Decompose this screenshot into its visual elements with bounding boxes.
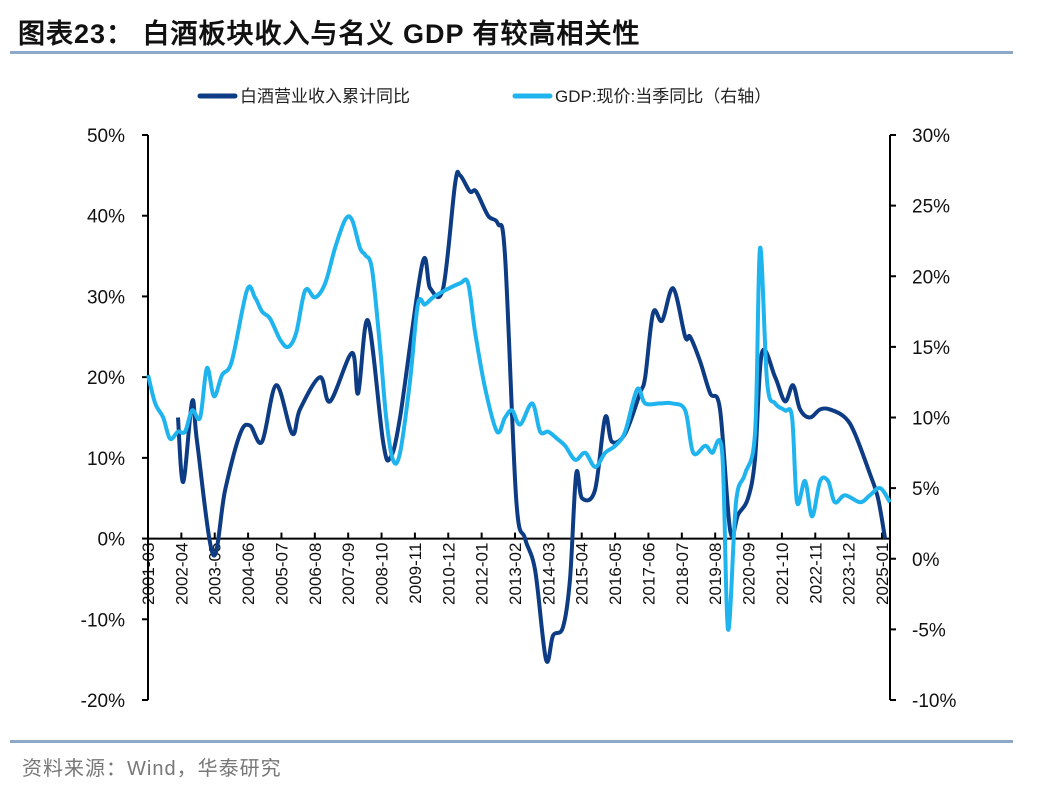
- footer-divider: [10, 740, 1013, 743]
- x-tick-label: 2014-03: [539, 543, 558, 605]
- legend-label: 白酒营业收入累计同比: [240, 87, 410, 106]
- x-tick-label: 2006-08: [306, 543, 325, 605]
- right-tick-label: -5%: [912, 620, 946, 641]
- left-tick-label: 50%: [87, 126, 125, 147]
- right-tick-label: 30%: [912, 126, 950, 147]
- x-tick-label: 2008-10: [373, 543, 392, 605]
- series-line-baijiu-revenue: [175, 169, 888, 664]
- left-tick-label: -10%: [81, 610, 125, 631]
- right-tick-label: 25%: [912, 197, 950, 218]
- left-tick-label: 0%: [98, 530, 126, 551]
- series-line-gdp: [146, 214, 892, 632]
- x-tick-label: 2005-07: [272, 543, 291, 605]
- right-tick-label: 0%: [912, 550, 940, 571]
- x-tick-label: 2007-09: [339, 543, 358, 605]
- x-tick-label: 2020-09: [740, 543, 759, 605]
- left-tick-label: 30%: [87, 287, 125, 308]
- left-tick-label: -20%: [81, 691, 125, 712]
- source-note: 资料来源：Wind，华泰研究: [22, 758, 282, 780]
- left-tick-label: 20%: [87, 368, 125, 389]
- right-tick-label: 5%: [912, 479, 940, 500]
- x-tick-label: 2003-05: [206, 543, 225, 605]
- legend-label: GDP:现价:当季同比（右轴）: [555, 87, 771, 106]
- x-tick-label: 2012-01: [473, 543, 492, 605]
- x-tick-label: 2004-06: [239, 543, 258, 605]
- x-tick-label: 2025-01: [873, 543, 892, 605]
- title-divider: [10, 51, 1013, 54]
- right-tick-label: 20%: [912, 267, 950, 288]
- x-tick-label: 2010-12: [439, 543, 458, 605]
- x-tick-label: 2023-12: [840, 543, 859, 605]
- x-tick-label: 2001-03: [139, 543, 158, 605]
- x-tick-label: 2013-02: [506, 543, 525, 605]
- x-tick-label: 2009-11: [406, 543, 425, 604]
- right-tick-label: -10%: [912, 691, 956, 712]
- x-tick-label: 2016-05: [606, 543, 625, 605]
- right-tick-label: 15%: [912, 338, 950, 359]
- right-tick-label: 10%: [912, 409, 950, 430]
- x-tick-label: 2022-11: [806, 543, 825, 604]
- x-tick-label: 2015-04: [573, 543, 592, 605]
- x-tick-label: 2018-07: [673, 543, 692, 605]
- left-tick-label: 40%: [87, 207, 125, 228]
- x-tick-label: 2019-08: [706, 543, 725, 605]
- x-tick-label: 2021-10: [773, 543, 792, 605]
- chart-title: 图表23： 白酒板块收入与名义 GDP 有较高相关性: [18, 19, 641, 49]
- x-tick-label: 2002-04: [172, 543, 191, 605]
- x-tick-label: 2017-06: [639, 543, 658, 605]
- left-tick-label: 10%: [87, 449, 125, 470]
